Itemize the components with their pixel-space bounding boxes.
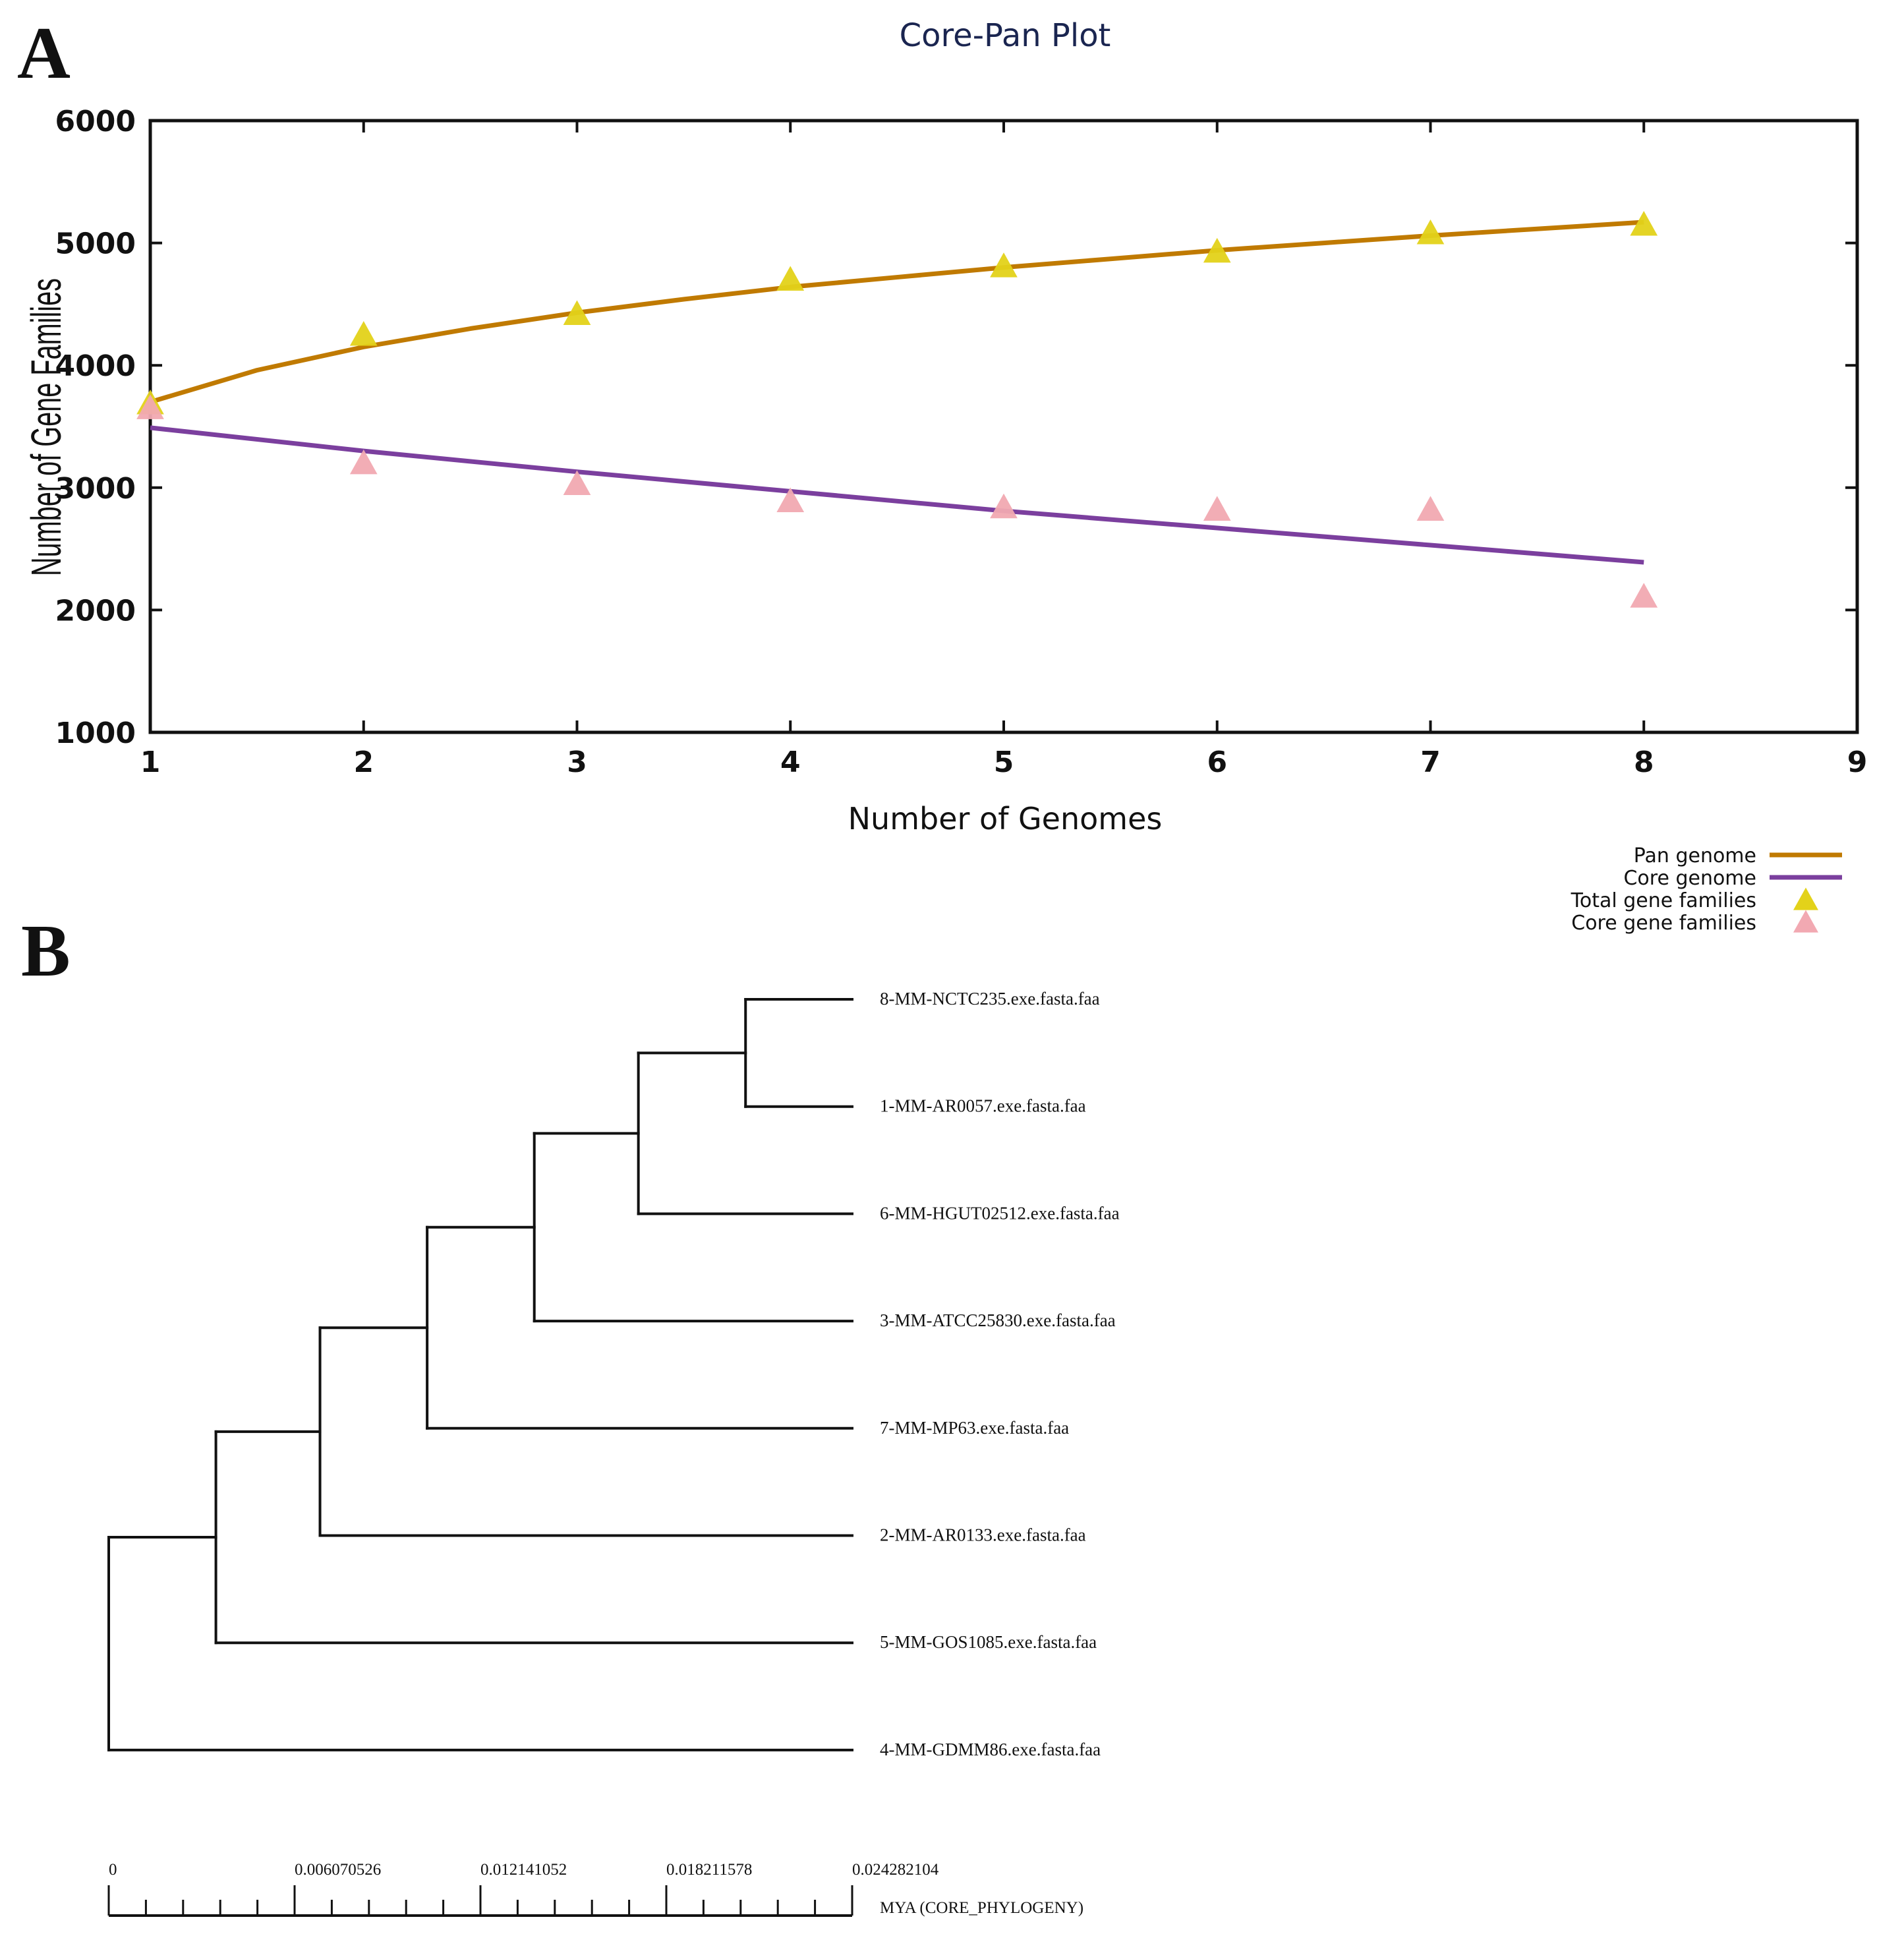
y-tick-label: 2000 bbox=[55, 594, 136, 628]
total-gene-families-marker bbox=[349, 321, 378, 346]
y-axis-label: Number of Gene Families bbox=[24, 278, 71, 576]
x-tick-label: 1 bbox=[140, 746, 161, 779]
core-gene-families-marker bbox=[563, 470, 591, 495]
scale-tick-label: 0.024282104 bbox=[852, 1861, 939, 1879]
total-gene-families-marker bbox=[563, 300, 591, 326]
x-tick-label: 9 bbox=[1847, 746, 1868, 779]
tree-leaf-label: 8-MM-NCTC235.exe.fasta.faa bbox=[880, 989, 1100, 1009]
legend-label-core-gene-families: Core gene families bbox=[1571, 912, 1756, 935]
plot-frame bbox=[148, 119, 1859, 734]
x-tick-label: 7 bbox=[1420, 746, 1441, 779]
total-gene-families-marker bbox=[1416, 219, 1445, 245]
core-gene-families-marker bbox=[136, 394, 164, 419]
y-tick-label: 3000 bbox=[55, 472, 136, 506]
tree-leaf-label: 2-MM-AR0133.exe.fasta.faa bbox=[880, 1525, 1086, 1545]
x-tick-label: 2 bbox=[353, 746, 374, 779]
scale-tick-label: 0 bbox=[109, 1861, 117, 1879]
legend-label-total-gene-families: Total gene families bbox=[1571, 889, 1756, 912]
core-phylogeny-tree: 8-MM-NCTC235.exe.fasta.faa 1-MM-AR0057.ex… bbox=[107, 989, 1120, 1917]
x-tick-label: 4 bbox=[780, 746, 801, 779]
x-tick-label: 8 bbox=[1634, 746, 1654, 779]
y-tick-label: 1000 bbox=[55, 717, 136, 750]
core-gene-families-marker bbox=[1416, 496, 1445, 521]
core-gene-families-marker bbox=[1630, 583, 1658, 608]
scale-tick-label: 0.006070526 bbox=[295, 1861, 381, 1879]
tree-leaf-label: 1-MM-AR0057.exe.fasta.faa bbox=[880, 1096, 1086, 1116]
scale-axis-label: MYA (CORE_PHYLOGENY) bbox=[880, 1899, 1083, 1917]
legend-label-pan-genome: Pan genome bbox=[1634, 844, 1756, 867]
scale-tick-label: 0.012141052 bbox=[480, 1861, 567, 1879]
tree-leaf-label: 4-MM-GDMM86.exe.fasta.faa bbox=[880, 1740, 1101, 1759]
legend-label-core-genome: Core genome bbox=[1623, 867, 1756, 890]
total-gene-families-marker bbox=[1203, 237, 1231, 263]
panel-a-label: A bbox=[17, 13, 71, 94]
core-gene-families-marker bbox=[349, 449, 378, 475]
legend-swatch-total-gene-families bbox=[1793, 887, 1818, 910]
y-tick-label: 5000 bbox=[55, 227, 136, 261]
tree-leaf-label: 7-MM-MP63.exe.fasta.faa bbox=[880, 1418, 1069, 1438]
core-gene-families-marker bbox=[1203, 496, 1231, 521]
tree-leaf-label: 5-MM-GOS1085.exe.fasta.faa bbox=[880, 1632, 1097, 1652]
core-gene-families-marker bbox=[776, 487, 805, 512]
y-tick-label: 6000 bbox=[55, 105, 136, 138]
total-gene-families-marker bbox=[1630, 210, 1658, 236]
tree-leaf-label: 3-MM-ATCC25830.exe.fasta.faa bbox=[880, 1310, 1116, 1330]
scale-tick-label: 0.018211578 bbox=[666, 1861, 752, 1879]
y-tick-label: 4000 bbox=[55, 349, 136, 383]
core-pan-plot: Core-Pan Plot 6000 5000 4000 3000 2000 1000 1… bbox=[24, 17, 1868, 935]
core-gene-families-marker bbox=[990, 493, 1018, 519]
chart-title: Core-Pan Plot bbox=[900, 17, 1111, 54]
x-axis-label: Number of Genomes bbox=[848, 801, 1163, 836]
legend-swatch-core-gene-families bbox=[1793, 910, 1818, 933]
panel-b-label: B bbox=[21, 910, 71, 992]
x-tick-label: 3 bbox=[567, 746, 587, 779]
x-tick-label: 6 bbox=[1207, 746, 1227, 779]
core-genome-line bbox=[150, 425, 1644, 565]
tree-leaf-label: 6-MM-HGUT02512.exe.fasta.faa bbox=[880, 1203, 1120, 1223]
total-gene-families-marker bbox=[776, 266, 805, 291]
pan-genome-line bbox=[150, 220, 1644, 405]
x-tick-label: 5 bbox=[994, 746, 1014, 779]
total-gene-families-marker bbox=[990, 252, 1018, 278]
